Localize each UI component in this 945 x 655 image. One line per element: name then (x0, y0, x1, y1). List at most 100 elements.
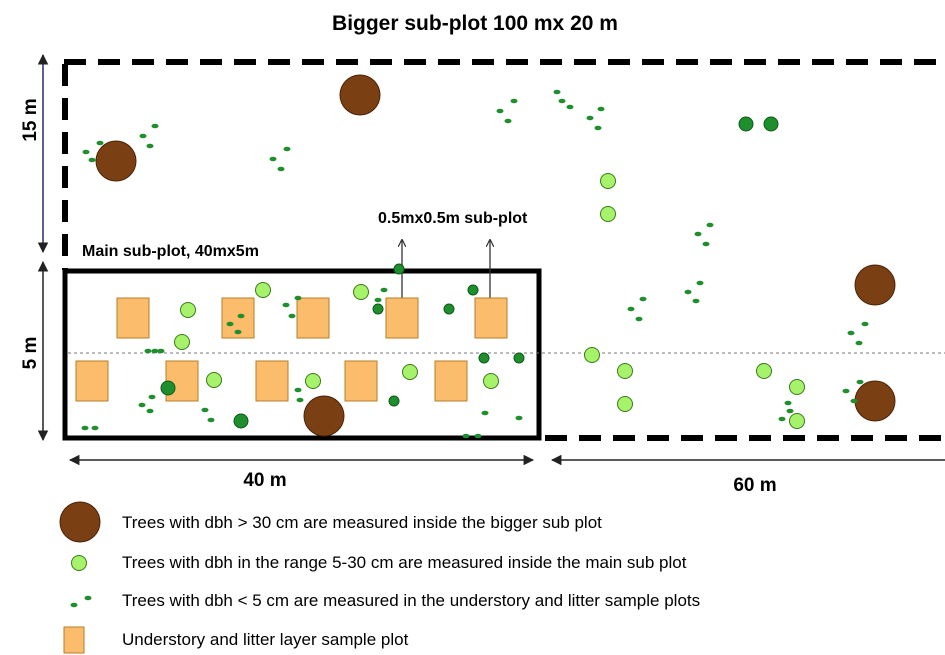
small-tree-marker (443, 303, 455, 315)
sample-plot-square (255, 360, 289, 402)
small-tree-marker (467, 284, 479, 296)
seedling-marker (139, 133, 147, 139)
legend-text: Understory and litter layer sample plot (122, 630, 409, 649)
seedling-marker (380, 287, 388, 293)
seedling-marker (481, 410, 489, 416)
legend-text: Trees with dbh > 30 cm are measured insi… (122, 513, 602, 532)
seedling-marker (157, 348, 165, 354)
legend-item-sample-plot: Understory and litter layer sample plot (63, 626, 409, 654)
seedling-marker (597, 106, 605, 112)
small-tree-marker (372, 303, 384, 315)
main-subplot-label: Main sub-plot, 40mx5m (82, 243, 259, 260)
medium-tree-marker (353, 284, 369, 300)
seedling-marker (706, 222, 714, 228)
seedling-marker (586, 115, 594, 121)
seedling-marker (639, 296, 647, 302)
legend-text: Trees with dbh < 5 cm are measured in th… (122, 591, 700, 610)
small-tree-marker (388, 395, 400, 407)
small-tree-marker (763, 116, 779, 132)
small-tree-marker (513, 352, 525, 364)
seedling-marker (282, 302, 290, 308)
seedling-marker (684, 289, 692, 295)
seedling-marker (151, 123, 159, 129)
medium-tree-marker (600, 206, 616, 222)
medium-tree-marker (617, 396, 633, 412)
medium-tree-marker (174, 334, 190, 350)
large-tree-marker (854, 264, 896, 306)
medium-tree-marker (584, 347, 600, 363)
sample-plot-square (75, 360, 109, 402)
sample-plot-square (344, 360, 378, 402)
legend-item-large-tree: Trees with dbh > 30 cm are measured insi… (59, 501, 602, 543)
small-tree-marker (393, 263, 405, 275)
large-trees (95, 74, 896, 437)
seedling-marker (234, 329, 242, 335)
large-tree-marker (339, 74, 381, 116)
seedling-marker (237, 313, 245, 319)
seedling-marker (861, 321, 869, 327)
medium-tree-marker (600, 173, 616, 189)
seedling-marker (855, 340, 863, 346)
dimension-label-right: 60 m (733, 475, 776, 496)
small-tree-marker (160, 380, 176, 396)
small-tree-marker (233, 413, 249, 429)
medium-tree-marker (206, 372, 222, 388)
medium-tree-marker (483, 373, 499, 389)
dimension-label-left: 40 m (243, 470, 286, 491)
seedling-marker (635, 316, 643, 322)
seedling-marker (856, 379, 864, 385)
seedling-marker (594, 125, 602, 131)
large-tree-marker (854, 380, 896, 422)
seedling-marker (151, 348, 159, 354)
seedling-clusters (81, 89, 869, 439)
legend-item-medium-tree: Trees with dbh in the range 5-30 cm are … (71, 553, 687, 572)
seedling-marker (96, 140, 104, 146)
medium-tree-marker (756, 363, 772, 379)
medium-tree-marker (305, 373, 321, 389)
small-trees (160, 116, 779, 429)
seedling-marker (288, 313, 296, 319)
seedling-marker (144, 348, 152, 354)
seedling-marker (146, 143, 154, 149)
seedling-marker (553, 89, 561, 95)
sample-plot-square (165, 360, 199, 402)
seedling-marker (778, 416, 786, 422)
large-tree-legend-icon (59, 501, 101, 543)
seedling-marker (692, 298, 700, 304)
medium-tree-marker (255, 282, 271, 298)
seedling-marker (496, 108, 504, 114)
seedling-marker (784, 400, 792, 406)
seedling-marker (226, 321, 234, 327)
seedling-marker (786, 408, 794, 414)
seedling-marker (847, 330, 855, 336)
small-tree-marker (738, 116, 754, 132)
seedling-marker (702, 241, 710, 247)
seedling-marker (207, 417, 215, 423)
sample-plot-square (474, 297, 508, 339)
seedling-marker (277, 166, 285, 172)
medium-tree-marker (180, 302, 196, 318)
sample-plot-square (116, 297, 150, 339)
legend-item-small-tree: Trees with dbh < 5 cm are measured in th… (70, 591, 700, 610)
seedling-marker (294, 295, 302, 301)
small-subplot-label: 0.5mx0.5m sub-plot (378, 210, 528, 227)
seedling-marker (146, 408, 154, 414)
seedling-marker (91, 425, 99, 431)
sample-plot-square (385, 297, 419, 339)
seedling-marker (374, 297, 382, 303)
seedling-marker (474, 433, 482, 439)
seedling-marker (138, 402, 146, 408)
seedling-marker (696, 280, 704, 286)
bigger-subplot-boundary (62, 59, 945, 441)
medium-tree-marker (617, 363, 633, 379)
seedling-marker (269, 156, 277, 162)
large-tree-marker (95, 140, 137, 182)
seedling-marker (627, 306, 635, 312)
dimension-label-top: 15 m (20, 98, 41, 141)
seedling-marker (504, 118, 512, 124)
diagram-title: Bigger sub-plot 100 mx 20 m (332, 12, 618, 35)
sample-plot-square (296, 297, 330, 339)
medium-tree-legend-icon (71, 555, 87, 571)
large-tree-marker (303, 395, 345, 437)
